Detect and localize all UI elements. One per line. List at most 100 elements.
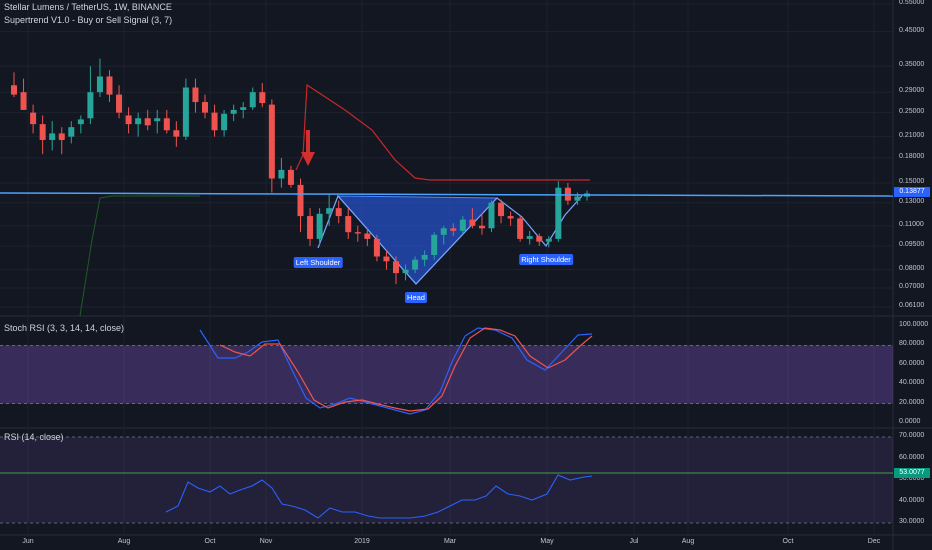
overlay-lines: [0, 83, 894, 317]
candle-body: [20, 92, 27, 110]
candle-body: [30, 112, 37, 125]
candle-body: [77, 119, 84, 125]
left-shoulder-label: Left Shoulder: [293, 257, 343, 268]
time-tick: Mar: [443, 538, 457, 545]
price-tick: 0.45000: [899, 26, 925, 34]
candle-body: [364, 233, 371, 239]
pattern-outline: [317, 194, 583, 285]
candle-body: [459, 219, 466, 231]
price-tick: 0.06100: [899, 302, 925, 309]
price-tick: 0.25000: [899, 107, 925, 115]
price-tick: 0.11000: [899, 220, 924, 228]
candle-body: [268, 104, 275, 179]
candle-body: [498, 202, 505, 217]
price-tick: 0.09500: [899, 240, 925, 248]
price-tick: 0.15000: [899, 178, 925, 186]
candles: [11, 58, 590, 285]
candle-body: [545, 238, 552, 242]
current-price-badge: 0.13877: [894, 187, 930, 197]
candle-body: [96, 76, 103, 93]
candle-body: [49, 133, 56, 140]
candle-body: [287, 169, 294, 185]
rsi-tick: 40.0000: [899, 496, 925, 504]
candle-body: [154, 118, 161, 122]
time-tick: Aug: [117, 538, 131, 545]
candle-body: [297, 184, 304, 217]
candle-body: [517, 218, 524, 239]
candle-body: [307, 216, 314, 239]
price-tick: 0.55000: [899, 0, 925, 6]
candle-body: [211, 112, 218, 131]
time-tick: Oct: [782, 538, 794, 545]
candle-body: [478, 225, 485, 229]
candle-body: [11, 85, 17, 95]
candle-body: [39, 124, 46, 140]
sell-arrow-head: [301, 152, 315, 166]
rsi-value-badge: 53.0077: [894, 468, 930, 478]
candle-body: [335, 208, 342, 217]
stoch-tick: 0.0000: [899, 418, 921, 425]
price-tick: 0.07000: [899, 283, 925, 291]
candle-body: [192, 87, 199, 103]
candle-body: [536, 236, 543, 242]
candle-body: [326, 208, 333, 214]
right-shoulder-label: Right Shoulder: [519, 254, 573, 265]
stoch-tick: 60.0000: [899, 359, 925, 367]
time-tick: Jun: [22, 538, 34, 545]
candle-body: [574, 196, 581, 201]
neckline: [0, 192, 894, 197]
price-tick: 0.13000: [899, 197, 925, 205]
candle-body: [58, 133, 65, 140]
price-tick: 0.21000: [899, 131, 925, 139]
candle-body: [393, 261, 399, 274]
candle-body: [402, 269, 409, 274]
rsi-label[interactable]: RSI (14, close): [4, 432, 64, 442]
candle-body: [345, 216, 352, 233]
time-tick: 2019: [354, 538, 370, 545]
candle-body: [373, 238, 380, 257]
candle-body: [488, 202, 495, 229]
symbol-title[interactable]: Stellar Lumens / TetherUS, 1W, BINANCE: [4, 2, 172, 12]
candle-body: [555, 187, 562, 239]
candle-body: [87, 92, 94, 119]
candle-body: [135, 118, 142, 125]
time-tick: Jul: [629, 538, 639, 545]
candle-body: [144, 118, 151, 126]
price-tick: 0.08000: [899, 264, 925, 272]
candle-body: [116, 94, 123, 113]
rsi-line: [165, 474, 593, 519]
rsi-tick: 50.0000: [899, 475, 925, 482]
stoch-tick: 40.0000: [899, 379, 925, 387]
head-label: Head: [405, 292, 427, 303]
candle-body: [440, 228, 447, 235]
indicator-label[interactable]: Supertrend V1.0 - Buy or Sell Signal (3,…: [4, 15, 173, 25]
candle-body: [163, 118, 170, 131]
supertrend-green: [79, 195, 200, 317]
candle-body: [173, 130, 180, 137]
stoch-label[interactable]: Stoch RSI (3, 3, 14, 14, close): [4, 323, 125, 333]
stoch-tick: 20.0000: [899, 398, 925, 406]
rsi-band: [0, 437, 893, 523]
candle-body: [249, 92, 256, 108]
rsi-tick: 70.0000: [899, 432, 925, 439]
rsi-tick: 30.0000: [899, 518, 925, 525]
time-tick: Nov: [259, 538, 273, 545]
time-tick: Oct: [204, 538, 216, 545]
candle-body: [68, 127, 75, 137]
candle-body: [412, 259, 419, 270]
candle-body: [526, 236, 533, 239]
candle-body: [507, 216, 514, 219]
candle-body: [278, 169, 285, 179]
candle-body: [316, 213, 323, 239]
candle-body: [230, 109, 237, 114]
candle-body: [354, 232, 361, 234]
rsi-pane: [0, 436, 893, 524]
stoch-tick: 80.0000: [899, 340, 925, 348]
stoch-k-line: [199, 327, 593, 415]
candle-body: [240, 107, 247, 110]
candle-body: [182, 87, 189, 137]
supertrend-line: [295, 83, 590, 181]
time-tick: Dec: [867, 538, 881, 545]
candle-body: [259, 92, 266, 104]
